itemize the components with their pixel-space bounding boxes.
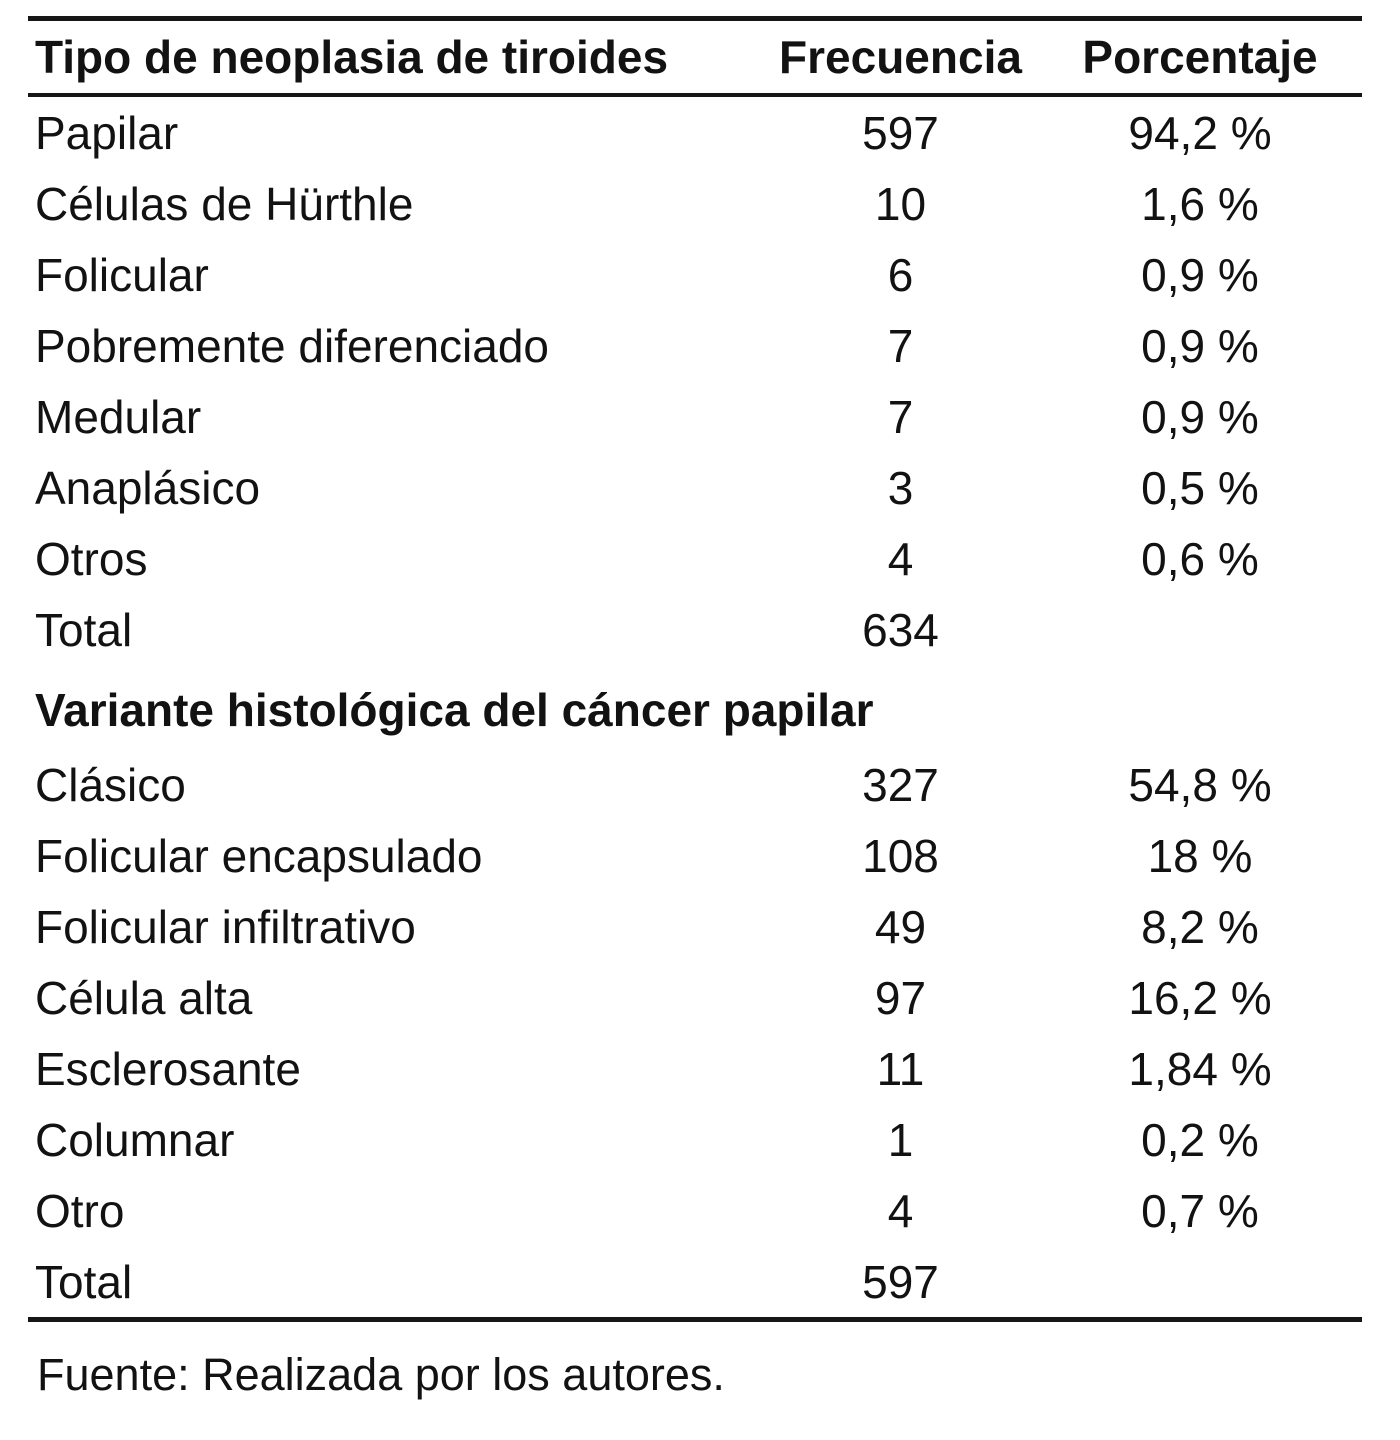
row-label: Célula alta [35,971,253,1024]
row-percentage: 0,9 % [1141,319,1259,372]
table-header-row: Tipo de neoplasia de tiroides Frecuencia… [28,21,1362,93]
row-label: Esclerosante [35,1042,301,1095]
row-percentage: 16,2 % [1128,971,1272,1024]
row-frequency: 108 [862,829,939,882]
row-percentage: 0,2 % [1141,1113,1259,1166]
table-row: Célula alta 97 16,2 % [28,962,1362,1033]
table-row: Otros 4 0,6 % [28,523,1362,594]
row-frequency: 97 [874,971,927,1024]
row-frequency: 4 [887,1184,914,1237]
row-label: Anaplásico [35,461,261,514]
table-row: Folicular 6 0,9 % [28,239,1362,310]
row-frequency: 6 [887,248,914,301]
row-percentage: 94,2 % [1128,106,1272,159]
paper-table: Tipo de neoplasia de tiroides Frecuencia… [28,16,1362,1400]
row-frequency: 11 [876,1042,925,1095]
row-label: Medular [35,390,202,443]
row-label: Pobremente diferenciado [35,319,549,372]
table-total-row: Total 634 [28,594,1362,665]
row-frequency: 4 [887,532,914,585]
row-frequency: 3 [887,461,914,514]
row-percentage: 0,6 % [1141,532,1259,585]
column-header-frequency: Frecuencia [779,31,1022,83]
row-label: Total [35,603,133,656]
table-row: Células de Hürthle 10 1,6 % [28,168,1362,239]
table-row: Otro 4 0,7 % [28,1175,1362,1246]
row-label: Folicular encapsulado [35,829,483,882]
table-header-rule [28,93,1362,97]
row-frequency: 49 [874,900,927,953]
row-frequency: 7 [887,390,914,443]
table-row: Anaplásico 3 0,5 % [28,452,1362,523]
section-title: Variante histológica del cáncer papilar [35,684,874,736]
row-label: Otros [35,532,148,585]
row-label: Columnar [35,1113,235,1166]
row-percentage: 1,6 % [1141,177,1259,230]
row-label: Otro [35,1184,125,1237]
row-frequency: 597 [862,106,939,159]
table-row: Folicular encapsulado 108 18 % [28,820,1362,891]
table-bottom-rule [28,1317,1362,1322]
section-title-row: Variante histológica del cáncer papilar [28,665,1362,749]
row-label: Folicular infiltrativo [35,900,416,953]
row-frequency: 7 [887,319,914,372]
column-header-type: Tipo de neoplasia de tiroides [35,31,669,83]
column-header-percentage: Porcentaje [1082,31,1318,83]
row-percentage: 0,7 % [1141,1184,1259,1237]
row-percentage: 0,5 % [1141,461,1259,514]
table-row: Esclerosante 11 1,84 % [28,1033,1362,1104]
table-row: Folicular infiltrativo 49 8,2 % [28,891,1362,962]
table-row: Clásico 327 54,8 % [28,749,1362,820]
row-frequency: 1 [887,1113,914,1166]
row-label: Papilar [35,106,179,159]
row-label: Clásico [35,758,186,811]
table-top-rule [28,16,1362,21]
table-row: Pobremente diferenciado 7 0,9 % [28,310,1362,381]
table-row: Medular 7 0,9 % [28,381,1362,452]
row-percentage: 8,2 % [1141,900,1259,953]
row-percentage: 54,8 % [1128,758,1272,811]
table-total-row: Total 597 [28,1246,1362,1317]
row-percentage: 0,9 % [1141,248,1259,301]
row-percentage: 0,9 % [1141,390,1259,443]
row-frequency: 634 [862,603,939,656]
row-frequency: 10 [874,177,927,230]
row-frequency: 327 [862,758,939,811]
row-label: Folicular [35,248,209,301]
row-label: Células de Hürthle [35,177,414,230]
table-row: Columnar 1 0,2 % [28,1104,1362,1175]
row-percentage: 18 % [1147,829,1253,882]
row-frequency: 597 [862,1255,939,1308]
source-note: Fuente: Realizada por los autores. [37,1349,725,1400]
row-label: Total [35,1255,133,1308]
table-row: Papilar 597 94,2 % [28,97,1362,168]
row-percentage: 1,84 % [1128,1042,1272,1095]
